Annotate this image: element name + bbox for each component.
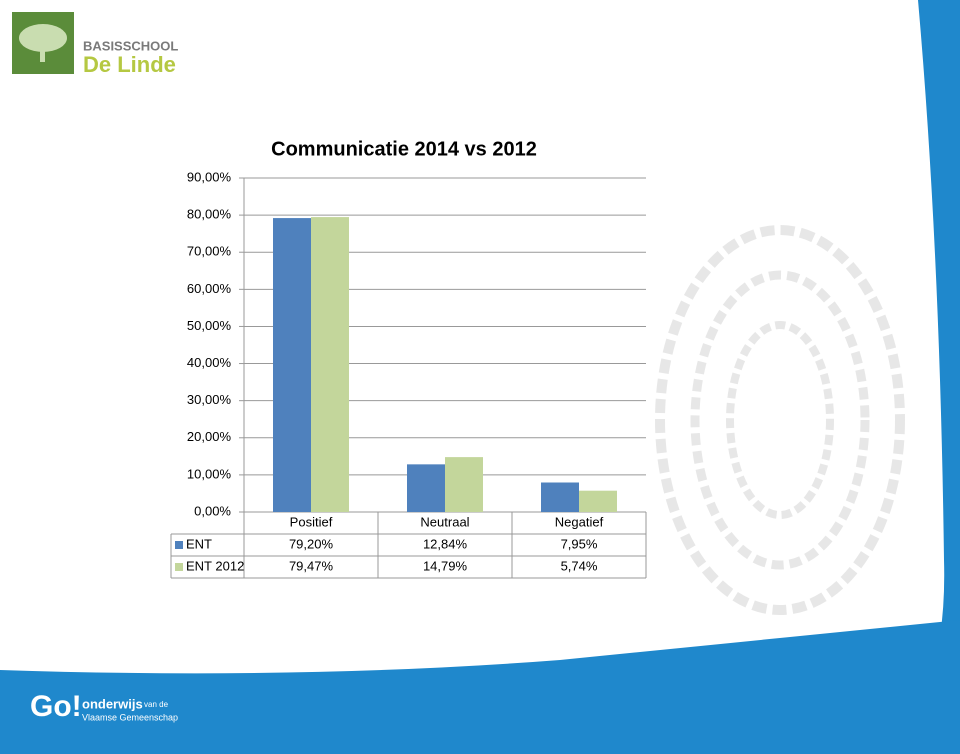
school-name: BASISSCHOOL <box>83 38 178 53</box>
y-tick-label: 30,00% <box>187 392 232 407</box>
table-value: 5,74% <box>561 558 598 573</box>
y-tick-label: 40,00% <box>187 355 232 370</box>
y-tick-label: 90,00% <box>187 169 232 184</box>
legend-swatch <box>175 563 183 571</box>
footer-logo: Go! <box>30 690 82 723</box>
y-tick-label: 20,00% <box>187 429 232 444</box>
x-tick-label: Neutraal <box>420 514 469 529</box>
y-tick-label: 10,00% <box>187 466 232 481</box>
y-tick-label: 80,00% <box>187 207 232 222</box>
table-value: 79,47% <box>289 558 334 573</box>
logo-tree <box>19 24 67 52</box>
legend-label: ENT 2012 <box>186 558 244 573</box>
bottom-band <box>0 620 960 754</box>
bar <box>273 218 311 512</box>
bar <box>579 490 617 512</box>
legend-swatch <box>175 541 183 549</box>
fingerprint <box>655 225 905 615</box>
bar <box>311 217 349 512</box>
legend-label: ENT <box>186 536 212 551</box>
logo-trunk <box>40 44 45 62</box>
table-value: 79,20% <box>289 536 334 551</box>
footer-text: van de <box>144 700 169 709</box>
y-tick-label: 50,00% <box>187 318 232 333</box>
chart-title: Communicatie 2014 vs 2012 <box>271 138 537 160</box>
x-tick-label: Negatief <box>555 514 604 529</box>
bar <box>407 464 445 512</box>
y-tick-label: 70,00% <box>187 244 232 259</box>
table-value: 12,84% <box>423 536 468 551</box>
y-tick-label: 60,00% <box>187 281 232 296</box>
table-value: 14,79% <box>423 558 468 573</box>
footer-text: onderwijs <box>82 696 143 711</box>
x-tick-label: Positief <box>290 514 333 529</box>
bar <box>445 457 483 512</box>
y-tick-label: 0,00% <box>194 503 231 518</box>
footer-text: Vlaamse Gemeenschap <box>82 712 178 722</box>
right-band <box>918 0 960 680</box>
table-value: 7,95% <box>561 536 598 551</box>
bar <box>541 482 579 512</box>
school-name: De Linde <box>83 52 176 77</box>
